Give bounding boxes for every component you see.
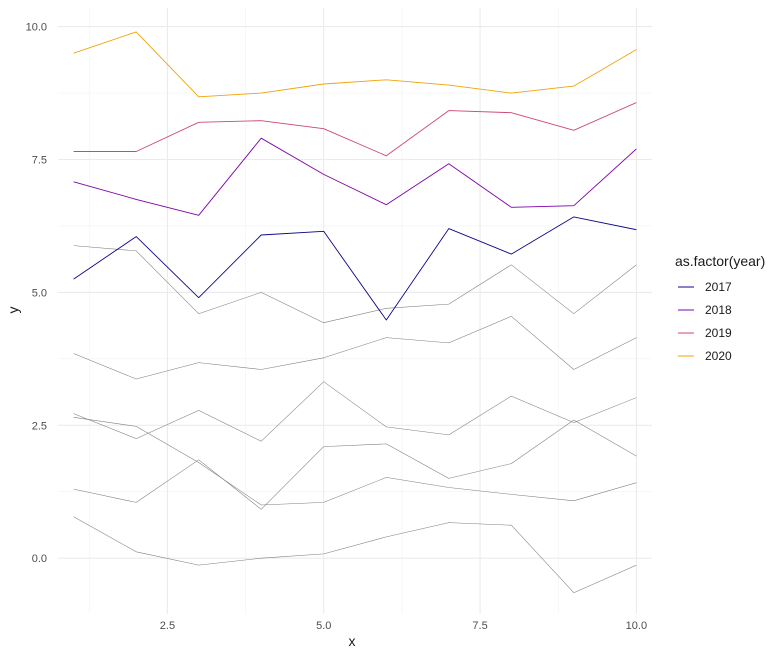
- background-series-line: [73, 417, 637, 506]
- legend-label-2020: 2020: [705, 349, 732, 363]
- y-axis-title: y: [5, 307, 21, 314]
- x-axis-ticks: 2.5 5.0 7.5 10.0: [160, 620, 647, 632]
- y-tick-label: 2.5: [32, 420, 47, 432]
- background-series-line: [73, 381, 637, 442]
- legend-label-2019: 2019: [705, 326, 732, 340]
- series-lines: [73, 31, 637, 593]
- series-line-2017: [73, 216, 637, 321]
- x-tick-label: 7.5: [472, 620, 487, 632]
- series-line-2018: [73, 137, 637, 216]
- y-tick-label: 5.0: [32, 287, 47, 299]
- minor-grid: [58, 8, 652, 614]
- background-series-line: [73, 419, 637, 510]
- x-tick-label: 2.5: [160, 620, 175, 632]
- series-line-2020: [73, 31, 637, 98]
- x-tick-label: 10.0: [626, 620, 647, 632]
- y-tick-label: 10.0: [26, 22, 47, 34]
- y-tick-label: 7.5: [32, 155, 47, 167]
- background-series-line: [73, 516, 637, 593]
- legend-label-2017: 2017: [705, 280, 732, 294]
- background-series-line: [73, 245, 637, 323]
- y-tick-label: 0.0: [32, 553, 47, 565]
- legend-label-2018: 2018: [705, 303, 732, 317]
- series-line-2019: [73, 102, 637, 157]
- legend-entries: 2017 2018 2019 2020: [678, 280, 732, 363]
- legend-title: as.factor(year): [675, 253, 765, 269]
- background-series-line: [73, 316, 637, 380]
- major-grid: [58, 8, 652, 614]
- y-axis-ticks: 0.0 2.5 5.0 7.5 10.0: [26, 22, 47, 566]
- x-tick-label: 5.0: [316, 620, 331, 632]
- legend: as.factor(year) 2017 2018 2019 2020: [675, 253, 765, 363]
- x-axis-title: x: [349, 633, 356, 649]
